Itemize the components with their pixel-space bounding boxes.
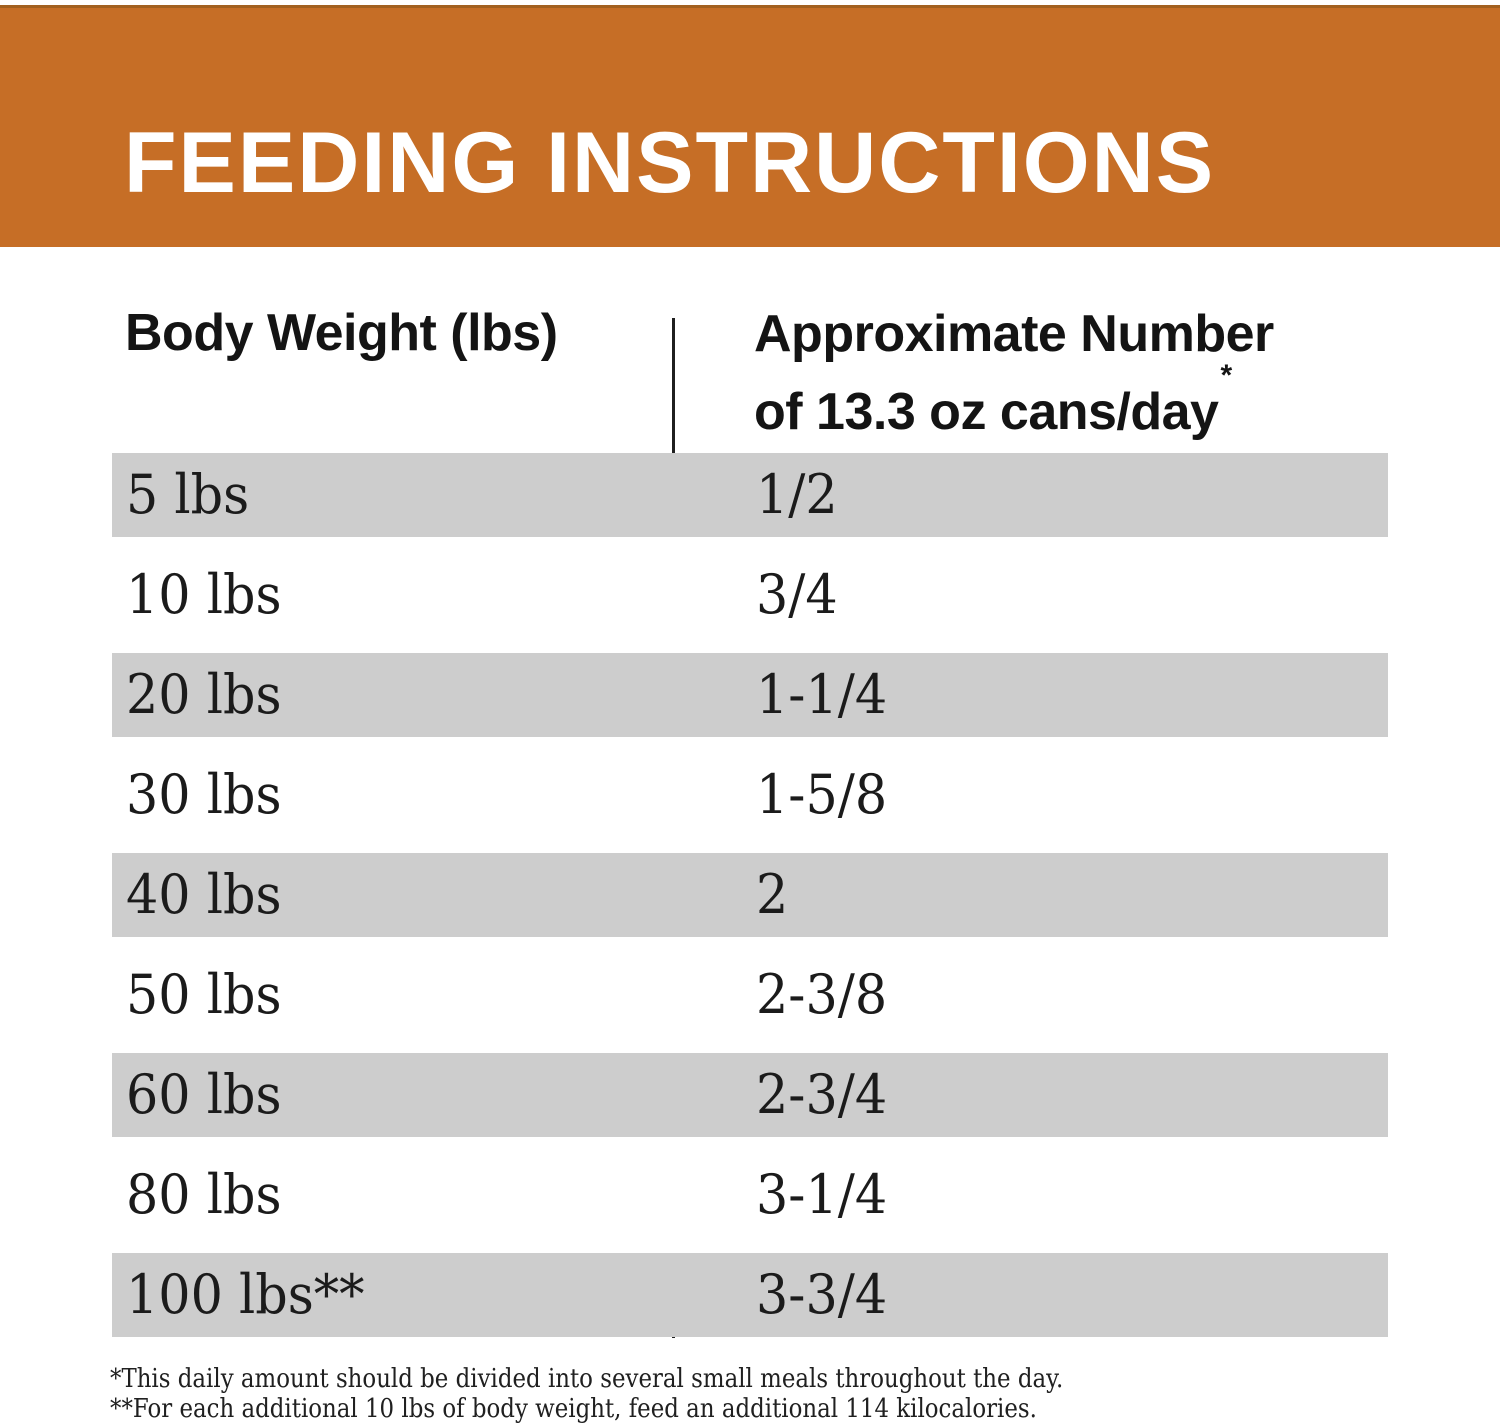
feeding-table: 5 lbs 1/2 10 lbs 3/4 20 lbs 1-1/4 30 lbs… bbox=[112, 453, 1388, 1337]
cans-per-day-cell: 3-1/4 bbox=[756, 1163, 888, 1226]
body-weight-cell: 30 lbs bbox=[126, 763, 282, 826]
cans-per-day-cell: 2-3/4 bbox=[756, 1063, 888, 1126]
column-header-cans-per-day: Approximate Number of 13.3 oz cans/day* bbox=[754, 295, 1394, 451]
cans-per-day-cell: 2 bbox=[756, 863, 789, 926]
table-row: 20 lbs 1-1/4 bbox=[112, 653, 1388, 737]
body-weight-cell: 100 lbs** bbox=[126, 1263, 365, 1326]
body-weight-cell: 20 lbs bbox=[126, 663, 282, 726]
footnote-additional-weight: **For each additional 10 lbs of body wei… bbox=[110, 1394, 1037, 1424]
table-row: 10 lbs 3/4 bbox=[112, 537, 1388, 653]
cans-per-day-cell: 1/2 bbox=[756, 463, 838, 526]
body-weight-cell: 10 lbs bbox=[126, 563, 282, 626]
table-row: 30 lbs 1-5/8 bbox=[112, 737, 1388, 853]
cans-per-day-cell: 1-1/4 bbox=[756, 663, 888, 726]
body-weight-cell: 50 lbs bbox=[126, 963, 282, 1026]
body-weight-cell: 5 lbs bbox=[126, 463, 250, 526]
header-band: FEEDING INSTRUCTIONS bbox=[0, 5, 1500, 247]
table-row: 100 lbs** 3-3/4 bbox=[112, 1253, 1388, 1337]
column-header-body-weight: Body Weight (lbs) bbox=[125, 304, 558, 362]
table-row: 50 lbs 2-3/8 bbox=[112, 937, 1388, 1053]
column-header-cans-line1: Approximate Number bbox=[754, 305, 1274, 363]
cans-per-day-cell: 1-5/8 bbox=[756, 763, 888, 826]
footnotes: *This daily amount should be divided int… bbox=[110, 1364, 1193, 1424]
column-header-cans-line2: of 13.3 oz cans/day* bbox=[754, 358, 1232, 441]
table-row: 60 lbs 2-3/4 bbox=[112, 1053, 1388, 1137]
table-row: 80 lbs 3-1/4 bbox=[112, 1137, 1388, 1253]
body-weight-cell: 40 lbs bbox=[126, 863, 282, 926]
cans-per-day-cell: 2-3/8 bbox=[756, 963, 888, 1026]
page-title: FEEDING INSTRUCTIONS bbox=[124, 115, 1216, 211]
table-row: 5 lbs 1/2 bbox=[112, 453, 1388, 537]
table-row: 40 lbs 2 bbox=[112, 853, 1388, 937]
body-weight-cell: 80 lbs bbox=[126, 1163, 282, 1226]
body-weight-cell: 60 lbs bbox=[126, 1063, 282, 1126]
cans-per-day-cell: 3-3/4 bbox=[756, 1263, 888, 1326]
footnote-marker-asterisk: * bbox=[1220, 358, 1232, 392]
footnote-daily-amount: *This daily amount should be divided int… bbox=[110, 1364, 1064, 1394]
cans-per-day-cell: 3/4 bbox=[756, 563, 838, 626]
